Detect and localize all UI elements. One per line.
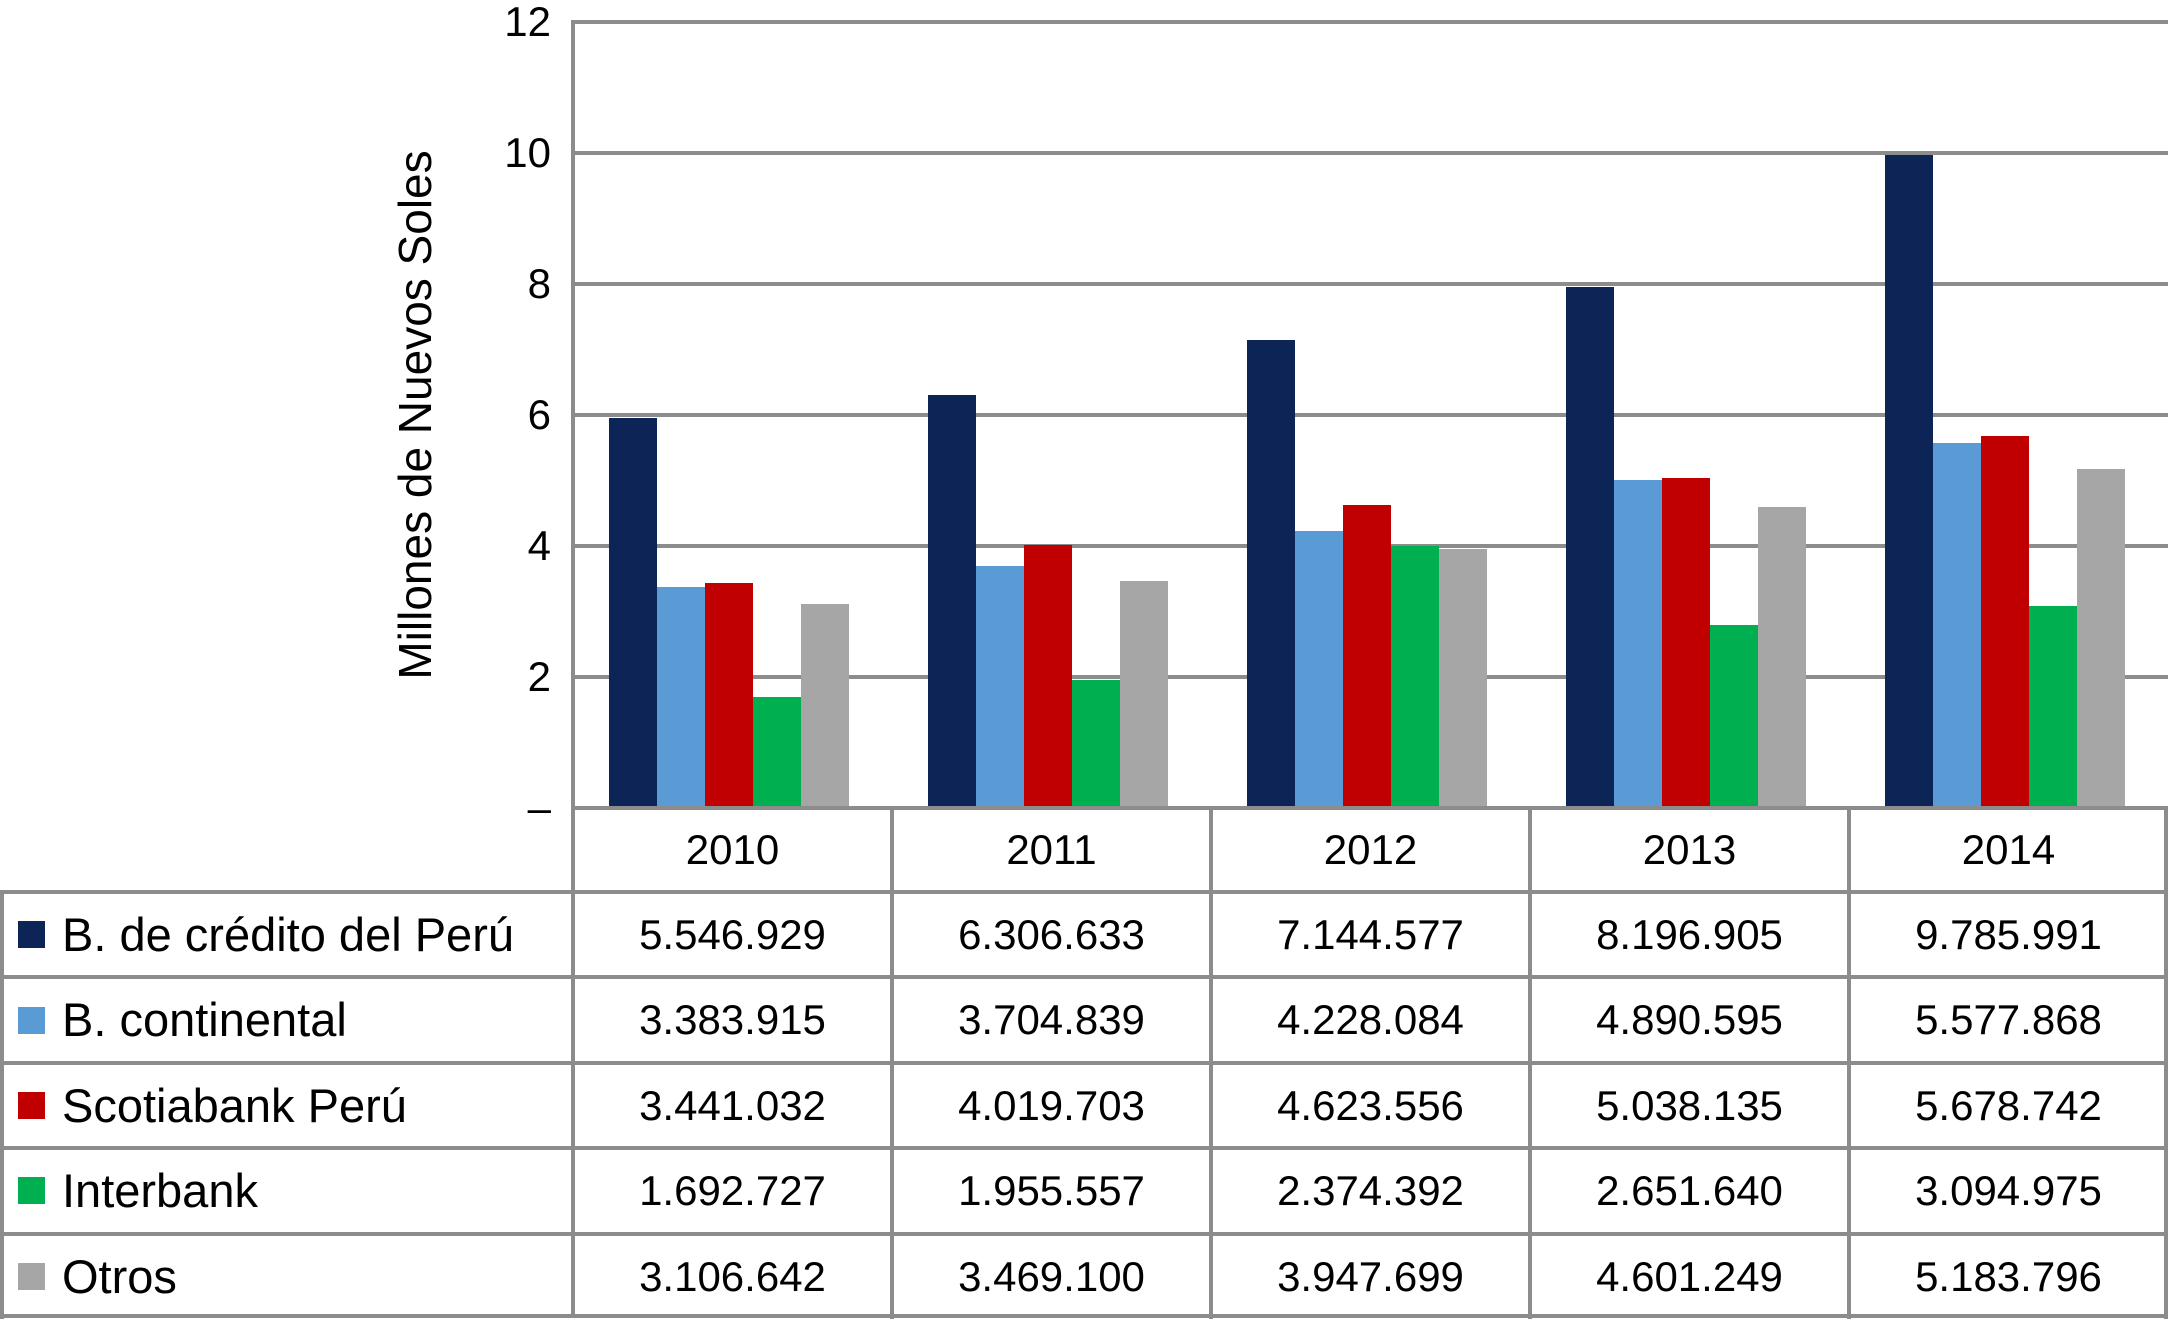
value-cell: 2.651.640	[1596, 1167, 1783, 1214]
y-axis-tick-label: 12	[504, 0, 551, 45]
gridline	[573, 151, 2168, 155]
legend-swatch-icon	[18, 1007, 45, 1034]
year-header-cell: 2011	[1006, 826, 1097, 873]
bar-interbank-2013	[1710, 625, 1758, 808]
bar-scotiabank-per-2011	[1024, 545, 1072, 808]
value-cell: 1.692.727	[639, 1167, 826, 1214]
bar-otros-2012	[1439, 549, 1487, 808]
legend-swatch-icon	[18, 1177, 45, 1204]
value-cell: 1.955.557	[958, 1167, 1145, 1214]
year-header-cell: 2014	[1961, 826, 2056, 873]
y-axis-tick-label: 2	[527, 653, 551, 700]
bar-otros-2014	[2077, 469, 2125, 808]
value-cell: 4.019.703	[958, 1082, 1145, 1129]
value-cell: 3.947.699	[1277, 1253, 1464, 1300]
y-axis-line	[571, 20, 575, 1318]
legend-label: Otros	[62, 1250, 177, 1303]
bar-interbank-2011	[1072, 680, 1120, 808]
table-row-border	[0, 1232, 2168, 1236]
y-axis-tick-label: 4	[527, 522, 551, 569]
table-row-border	[0, 1146, 2168, 1150]
bar-scotiabank-per-2010	[705, 583, 753, 808]
table-row-border	[0, 975, 2168, 979]
bar-b-de-cr-dito-del-per-2013	[1566, 287, 1614, 808]
value-cell: 5.038.135	[1596, 1082, 1783, 1129]
value-cell: 3.441.032	[639, 1082, 826, 1129]
value-cell: 7.144.577	[1277, 911, 1464, 958]
gridline	[573, 282, 2168, 286]
value-cell: 4.623.556	[1277, 1082, 1464, 1129]
legend-swatch-icon	[18, 1263, 45, 1290]
bar-otros-2010	[801, 604, 849, 808]
year-header-cell: 2012	[1323, 826, 1418, 873]
legend-swatch-icon	[18, 921, 45, 948]
legend-label: Interbank	[62, 1164, 258, 1217]
y-axis-tick-label: 10	[504, 129, 551, 176]
bar-scotiabank-per-2014	[1981, 436, 2029, 808]
legend-label: B. de crédito del Perú	[62, 908, 514, 961]
table-row-border	[0, 890, 2168, 894]
value-cell: 3.094.975	[1915, 1167, 2102, 1214]
bar-b-de-cr-dito-del-per-2012	[1247, 340, 1295, 808]
bar-b-continental-2013	[1614, 480, 1662, 808]
bar-otros-2013	[1758, 507, 1806, 808]
value-cell: 4.601.249	[1596, 1253, 1783, 1300]
legend-swatch-icon	[18, 1092, 45, 1119]
value-cell: 2.374.392	[1277, 1167, 1464, 1214]
bar-interbank-2014	[2029, 606, 2077, 808]
y-axis-tick-label: 8	[527, 260, 551, 307]
bar-b-continental-2010	[657, 587, 705, 808]
table-row-border	[0, 1314, 2168, 1318]
value-cell: 6.306.633	[958, 911, 1145, 958]
value-cell: 5.577.868	[1915, 996, 2102, 1043]
value-cell: 3.106.642	[639, 1253, 826, 1300]
x-axis-line	[573, 806, 2168, 810]
value-cell: 5.546.929	[639, 911, 826, 958]
value-cell: 5.678.742	[1915, 1082, 2102, 1129]
table-row-border	[0, 1061, 2168, 1065]
value-cell: 4.890.595	[1596, 996, 1783, 1043]
legend-label: Scotiabank Perú	[62, 1079, 407, 1132]
bar-otros-2011	[1120, 581, 1168, 808]
bar-b-continental-2014	[1933, 443, 1981, 808]
value-cell: 3.383.915	[639, 996, 826, 1043]
legend-label: B. continental	[62, 993, 347, 1046]
bar-b-de-cr-dito-del-per-2014	[1885, 155, 1933, 808]
value-cell: 9.785.991	[1915, 911, 2102, 958]
bar-b-de-cr-dito-del-per-2011	[928, 395, 976, 808]
value-cell: 3.469.100	[958, 1253, 1145, 1300]
value-cell: 3.704.839	[958, 996, 1145, 1043]
value-cell: 8.196.905	[1596, 911, 1783, 958]
bar-b-de-cr-dito-del-per-2010	[609, 418, 657, 808]
gridline	[573, 413, 2168, 417]
y-axis-tick-label: –	[527, 784, 551, 831]
bar-b-continental-2011	[976, 566, 1024, 808]
bar-scotiabank-per-2013	[1662, 478, 1710, 808]
value-cell: 4.228.084	[1277, 996, 1464, 1043]
table-left-border	[0, 892, 4, 1319]
bar-b-continental-2012	[1295, 531, 1343, 808]
bar-scotiabank-per-2012	[1343, 505, 1391, 808]
year-header-cell: 2013	[1642, 826, 1737, 873]
bar-interbank-2010	[753, 697, 801, 808]
gridline	[573, 20, 2168, 24]
value-cell: 5.183.796	[1915, 1253, 2102, 1300]
y-axis-tick-label: 6	[527, 391, 551, 438]
bar-interbank-2012	[1391, 546, 1439, 808]
year-header-cell: 2010	[685, 826, 780, 873]
